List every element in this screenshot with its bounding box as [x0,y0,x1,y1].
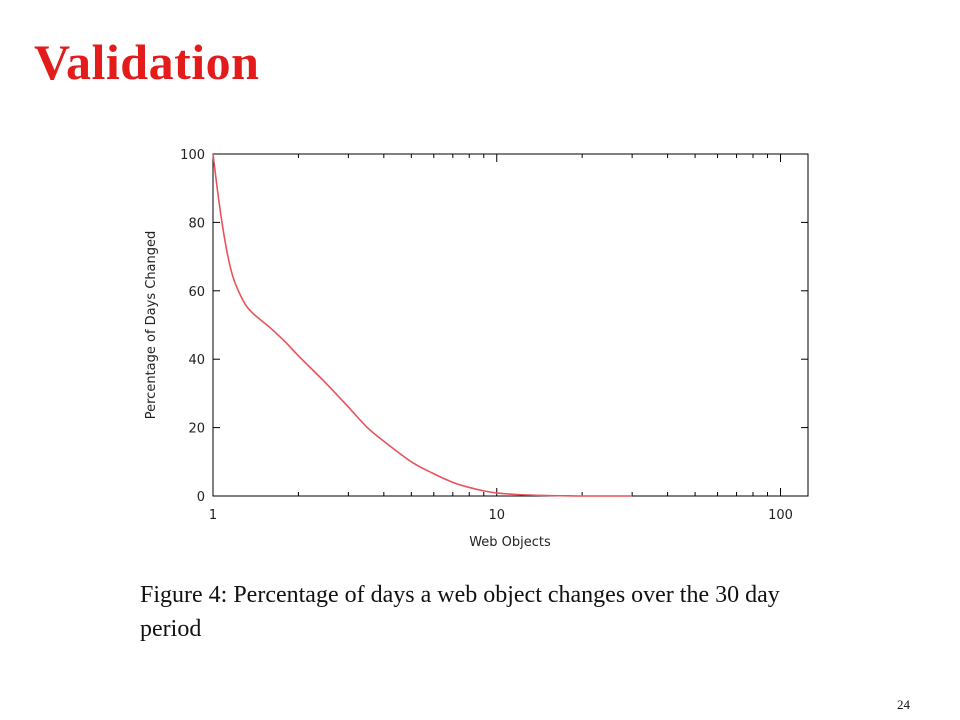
tick-marks [212,153,808,497]
tick-labels: 0 20 40 60 80 100 1 10 100 [180,148,793,523]
y-tick-label: 40 [188,353,205,368]
y-tick-label: 60 [188,285,205,300]
series-line-0 [212,153,633,497]
x-tick-label: 10 [488,508,505,523]
line-chart: 0 20 40 60 80 100 1 10 100 Web Objects Percentag… [144,148,809,550]
series-layer [212,153,633,497]
plot-frame [212,153,809,497]
x-tick-label: 1 [209,508,217,523]
y-tick-label: 100 [180,148,205,163]
y-tick-label: 80 [188,216,205,231]
slide-title: Validation [34,34,260,90]
page-number: 24 [897,697,910,712]
y-tick-label: 20 [188,422,205,437]
x-axis-title: Web Objects [469,535,551,550]
y-axis-title: Percentage of Days Changed [144,231,159,420]
y-tick-label: 0 [197,490,205,505]
figure-caption: Figure 4: Percentage of days a web objec… [140,582,780,642]
x-tick-label: 100 [768,508,793,523]
